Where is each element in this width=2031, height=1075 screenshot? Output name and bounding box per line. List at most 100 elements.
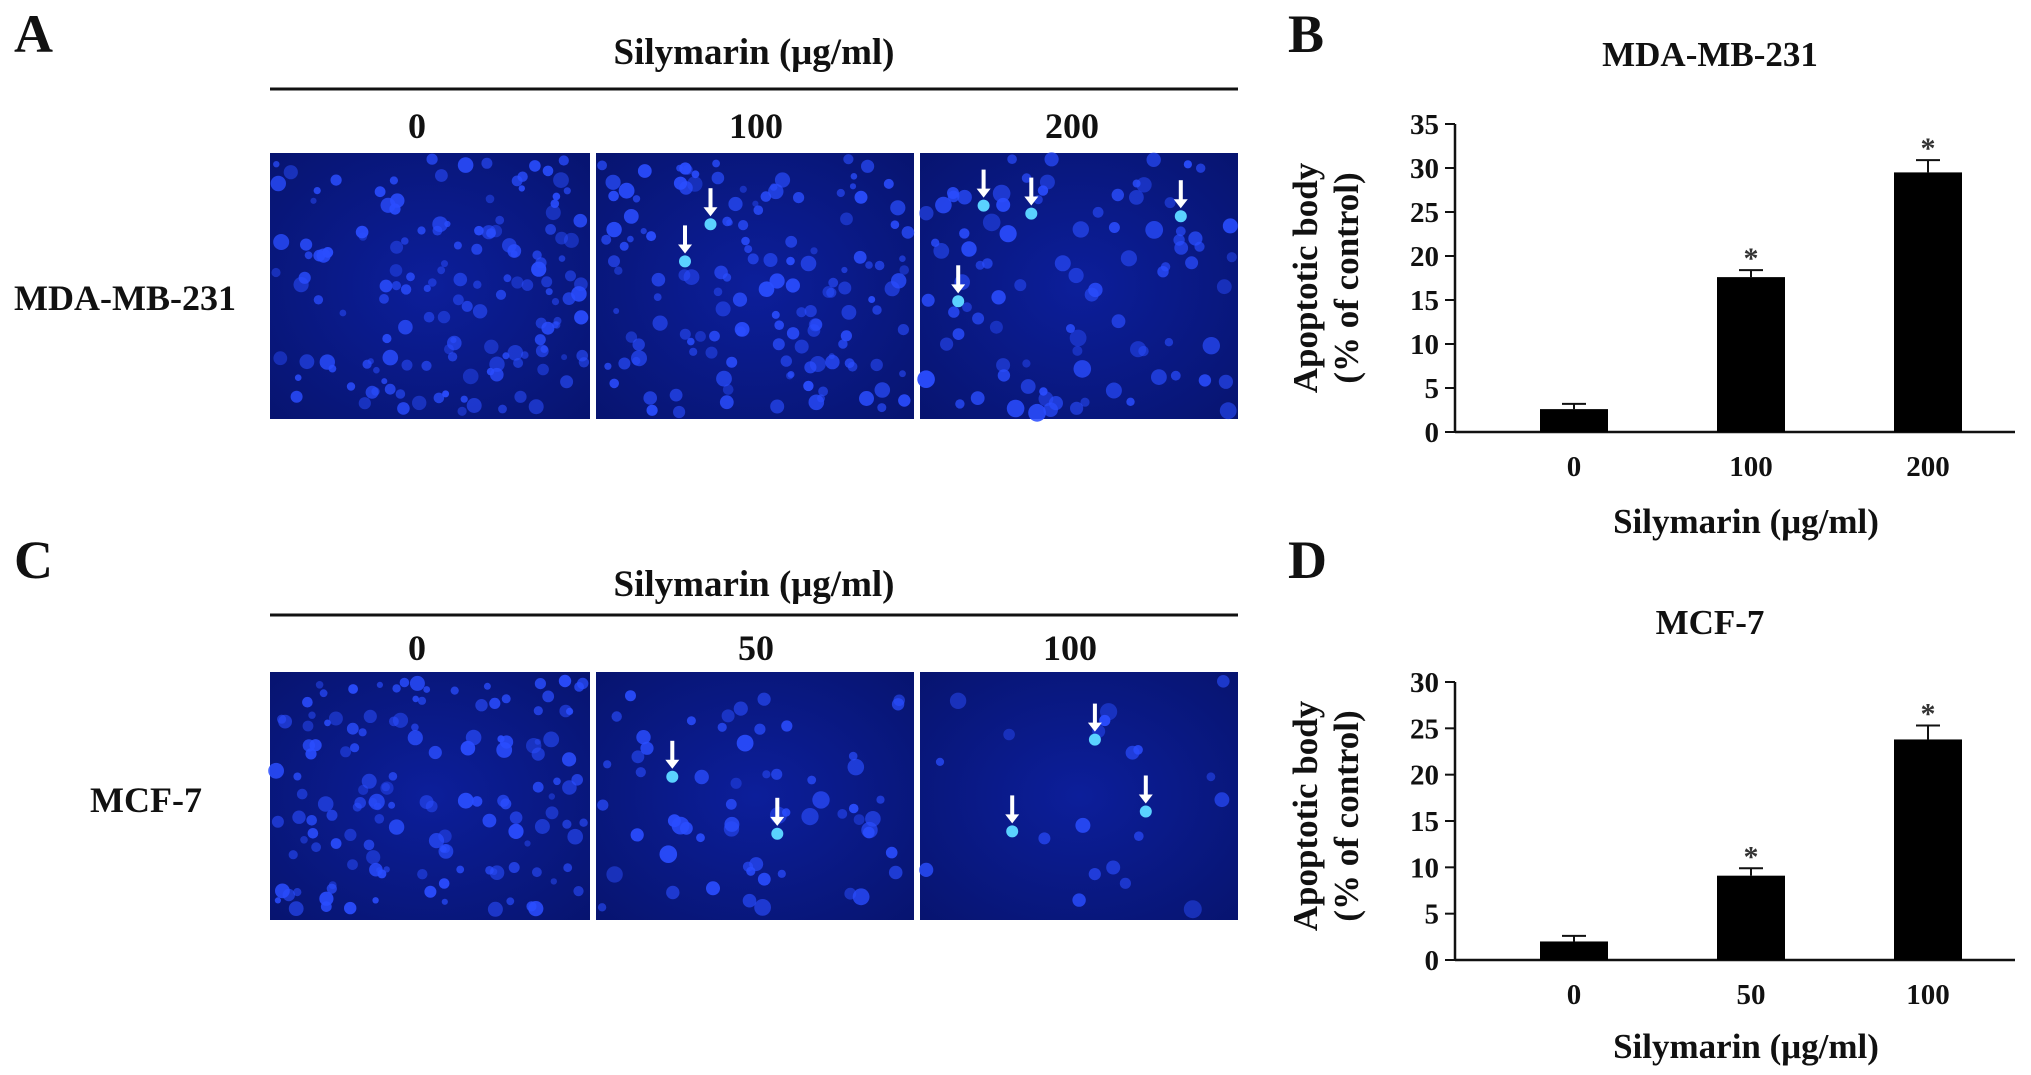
cell-nucleus <box>324 719 331 727</box>
cell-nucleus <box>1216 279 1232 295</box>
cell-nucleus <box>786 256 795 266</box>
cell-nucleus <box>368 793 385 810</box>
cell-nucleus <box>423 284 431 292</box>
cell-nucleus <box>537 363 549 376</box>
cell-nucleus <box>640 741 654 755</box>
cell-nucleus <box>380 197 396 213</box>
bar-0 <box>1540 409 1608 432</box>
cell-nucleus <box>379 279 393 293</box>
x-tick-label: 0 <box>1567 451 1582 483</box>
cell-nucleus <box>484 339 499 354</box>
cell-nucleus <box>769 273 785 289</box>
chart-d-xlabel: Silymarin (μg/ml) <box>1613 1027 1879 1066</box>
cell-nucleus <box>646 231 657 242</box>
cell-nucleus <box>355 225 369 239</box>
cell-nucleus <box>550 199 560 208</box>
cell-nucleus <box>401 237 409 245</box>
cell-nucleus <box>313 295 324 305</box>
cell-nucleus <box>1108 222 1120 233</box>
cell-nucleus <box>1014 279 1027 292</box>
cell-nucleus <box>752 200 759 207</box>
cell-nucleus <box>742 893 757 908</box>
cell-nucleus <box>320 901 332 912</box>
cell-nucleus <box>810 247 818 255</box>
cell-nucleus <box>728 196 743 212</box>
arrow-head <box>976 188 991 198</box>
cell-nucleus <box>735 326 746 337</box>
cell-nucleus <box>1092 206 1104 218</box>
cell-nucleus <box>487 901 503 917</box>
cell-nucleus <box>722 273 732 282</box>
cell-nucleus <box>473 280 482 289</box>
cell-nucleus <box>288 901 304 916</box>
cell-nucleus <box>883 178 894 189</box>
micrograph-c-1 <box>596 672 914 920</box>
cell-nucleus <box>437 310 451 324</box>
cell-nucleus <box>306 815 318 826</box>
cell-nucleus <box>631 350 647 367</box>
cell-nucleus <box>1173 234 1185 246</box>
cell-nucleus <box>423 686 431 693</box>
cell-nucleus <box>825 354 840 370</box>
cell-nucleus <box>999 225 1017 243</box>
cell-nucleus <box>947 187 959 199</box>
cell-nucleus <box>1217 675 1230 688</box>
x-tick-label: 50 <box>1737 979 1766 1011</box>
cell-nucleus <box>541 321 555 335</box>
y-tick-label: 30 <box>1410 667 1439 699</box>
cell-nucleus <box>899 370 906 378</box>
cell-nucleus <box>713 287 723 297</box>
y-tick-label: 10 <box>1410 329 1439 361</box>
cell-nucleus <box>826 287 837 298</box>
cell-nucleus <box>991 290 1006 305</box>
cell-nucleus <box>687 337 695 346</box>
apoptotic-nucleus <box>1139 805 1152 818</box>
cell-nucleus <box>326 809 338 821</box>
cell-nucleus <box>456 865 465 874</box>
cell-nucleus <box>550 878 557 885</box>
cell-nucleus <box>695 331 706 342</box>
cell-nucleus <box>1206 772 1216 782</box>
cell-nucleus <box>362 359 372 369</box>
cell-nucleus <box>812 791 830 809</box>
cell-nucleus <box>870 358 883 372</box>
cell-nucleus <box>679 328 691 340</box>
cell-nucleus <box>302 696 313 708</box>
panel-letter-d: D <box>1288 530 1327 590</box>
cell-nucleus <box>558 674 572 688</box>
cell-nucleus <box>500 798 512 810</box>
cell-nucleus <box>868 296 876 303</box>
cell-nucleus <box>562 780 577 795</box>
panel-a: A Silymarin (μg/ml) 0 100 200 MDA-MB-231 <box>14 4 1238 422</box>
cell-nucleus <box>558 155 569 166</box>
bar-50 <box>1717 875 1785 960</box>
cell-nucleus <box>555 231 568 245</box>
cell-nucleus <box>310 197 317 204</box>
panel-a-dose-1: 100 <box>729 106 783 146</box>
panel-a-cell-line: MDA-MB-231 <box>14 278 236 318</box>
cell-nucleus <box>380 781 394 795</box>
cell-nucleus <box>716 370 732 387</box>
cell-nucleus <box>706 881 720 896</box>
cell-nucleus <box>514 390 527 403</box>
micrograph-c-2 <box>919 672 1238 920</box>
arrow-head <box>770 816 785 826</box>
cell-nucleus <box>786 327 800 340</box>
cell-nucleus <box>635 767 646 778</box>
cell-nucleus <box>382 333 392 344</box>
cell-nucleus <box>529 160 541 172</box>
cell-nucleus <box>705 346 718 359</box>
cell-nucleus <box>747 253 759 265</box>
cell-nucleus <box>888 865 903 880</box>
cell-nucleus <box>344 828 357 842</box>
cell-nucleus <box>1119 877 1131 889</box>
cell-nucleus <box>723 821 740 837</box>
cell-nucleus <box>1068 267 1084 284</box>
cell-nucleus <box>732 292 748 307</box>
cell-nucleus <box>444 344 454 355</box>
cell-nucleus <box>1111 188 1125 202</box>
cell-nucleus <box>545 288 553 296</box>
cell-nucleus <box>1039 174 1055 190</box>
cell-nucleus <box>817 394 825 403</box>
arrow-head <box>1087 722 1102 732</box>
